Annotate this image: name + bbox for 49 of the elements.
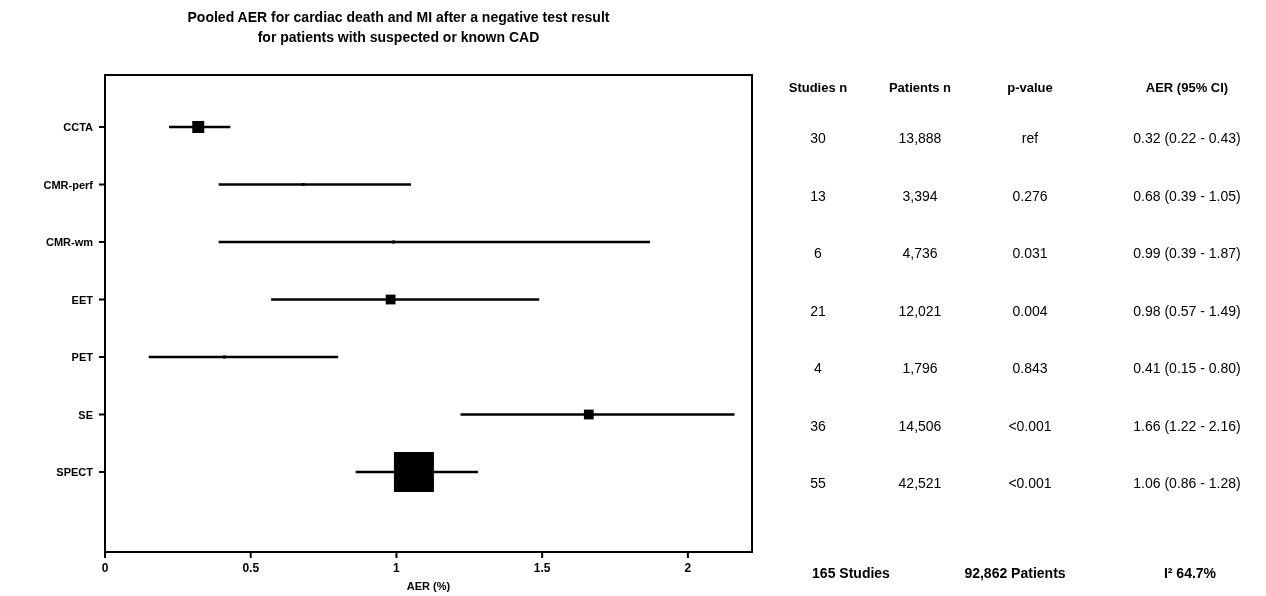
text: 36 [810,417,826,434]
text: 165 Studies [812,565,891,581]
x-tick-label: 1 [393,561,401,575]
data-label: 0.99 (0.39 - 1.87) [1133,245,1241,261]
text: I² 64.7% [1163,565,1217,581]
y-tick-label: PET [71,351,94,363]
text: Studies n [788,80,848,95]
y-tick-label: SE [78,408,93,421]
text: 4,736 [902,245,938,261]
text: <0.001 [1008,475,1052,491]
y-tick-label: CCTA [63,121,94,133]
text: 92,862 Patients [964,565,1066,581]
x-tick-label: 0.5 [242,561,260,575]
text: 6 [814,245,823,261]
data-label: 0.32 (0.22 - 0.43) [1133,130,1241,146]
text: 12,021 [898,302,942,319]
data-label: 1.66 (1.22 - 2.16) [1133,417,1241,434]
data-label: 0.98 (0.57 - 1.49) [1133,302,1241,319]
text: 0.276 [1012,187,1048,204]
y-tick-label: SPECT [56,466,94,478]
text: <0.001 [1008,417,1052,434]
x-tick-label: 0 [101,561,109,575]
text: 14,506 [898,417,942,434]
text: 13,888 [898,130,942,146]
text: 0.004 [1012,302,1048,319]
text: 1,796 [902,360,938,376]
chart-title: Pooled AER for cardiac death and MI after a negative test result for patients with suspected or known CAD [187,9,610,45]
text: 13 [810,187,826,204]
data-label: 1.06 (0.86 - 1.28) [1133,475,1241,491]
text: ref [1021,130,1039,146]
text: 0.031 [1012,245,1048,261]
data-label: 0.41 (0.15 - 0.80) [1133,360,1241,376]
text: AER (95% CI) [1145,80,1229,95]
text: 4 [814,360,823,376]
text: 42,521 [898,475,942,491]
x-tick-label: 1.5 [533,561,551,575]
text: 55 [810,475,826,491]
text: 3,394 [902,187,938,204]
x-axis-title: AER (%) [406,580,451,592]
text: 21 [810,302,826,319]
text: Patients n [888,80,952,95]
y-tick-label: CMR-wm [45,236,94,248]
y-tick-label: EET [71,293,94,306]
x-tick-label: 2 [684,561,692,575]
text: 30 [810,130,826,146]
text: 0.843 [1012,360,1048,376]
data-label: 0.68 (0.39 - 1.05) [1133,187,1241,204]
text: p-value [1007,80,1053,95]
y-tick-label: CMR-perf [43,178,94,191]
